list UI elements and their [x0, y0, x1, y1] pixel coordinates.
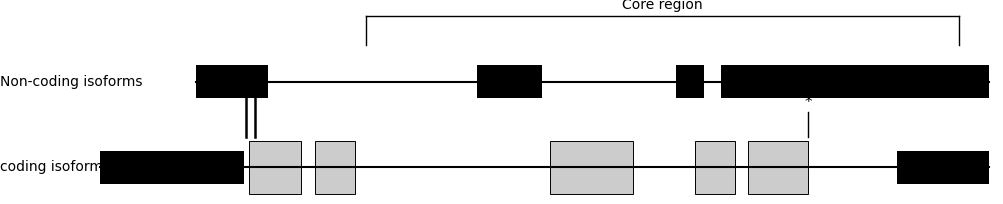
Text: *: * — [803, 95, 811, 110]
Bar — [196, 65, 268, 98]
Text: Non-coding isoforms: Non-coding isoforms — [0, 75, 142, 89]
Bar — [550, 141, 632, 194]
Text: coding isoforms: coding isoforms — [0, 160, 110, 174]
Text: ATG: ATG — [241, 79, 265, 92]
Bar — [476, 65, 542, 98]
Bar — [100, 151, 244, 184]
Bar — [747, 141, 807, 194]
Bar — [249, 141, 301, 194]
Bar — [720, 65, 988, 98]
Bar — [896, 151, 988, 184]
Bar — [315, 141, 355, 194]
Bar — [675, 65, 703, 98]
Bar — [694, 141, 734, 194]
Text: Core region: Core region — [622, 0, 702, 12]
